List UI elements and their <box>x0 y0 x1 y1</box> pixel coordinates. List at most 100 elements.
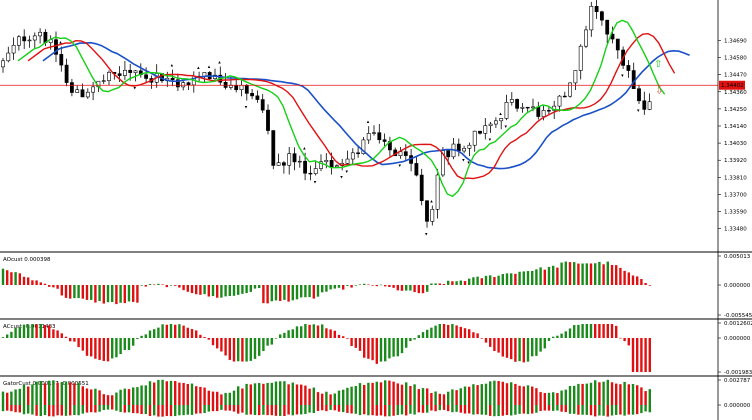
gator-bar-lower <box>568 405 572 414</box>
histogram-bar <box>136 338 139 340</box>
histogram-bar <box>81 285 84 299</box>
gator-bar-lower <box>497 405 500 417</box>
histogram-bar <box>493 338 496 351</box>
histogram-bar <box>333 285 336 289</box>
ao-panel[interactable]: AOcust 0.000398 <box>1 257 651 305</box>
ac-panel[interactable]: ACcust -0.0011483 <box>1 324 651 372</box>
gator-bar-upper <box>400 384 404 405</box>
gator-bar-upper <box>190 383 194 405</box>
gator-bar-upper <box>14 389 17 405</box>
gator-bar-upper <box>379 382 383 405</box>
gator-bar-lower <box>396 405 399 415</box>
price-panel[interactable]: ▴▾▴ ▴ ▴▴▾▴▾▾▾▴▾▾▴▾ ▾▾▴▾▾▾⇧⇩ <box>0 0 718 238</box>
fractal-marker: ▴ <box>499 111 502 117</box>
histogram-bar <box>1 337 5 338</box>
histogram-bar <box>606 324 609 338</box>
fractal-marker: ▾ <box>621 73 624 79</box>
gator-bar-lower <box>392 405 395 416</box>
histogram-bar <box>274 285 278 301</box>
histogram-bar <box>497 338 500 353</box>
gator-bar-upper <box>140 385 143 405</box>
gator-bar-lower <box>442 405 446 410</box>
histogram-bar <box>283 285 286 300</box>
histogram-bar <box>379 284 383 286</box>
histogram-bar <box>178 324 181 338</box>
candle-bull <box>499 118 504 122</box>
candle-bear <box>329 160 334 168</box>
histogram-bar <box>648 338 651 372</box>
gator-bar-lower <box>615 405 618 415</box>
gator-bar-upper <box>451 389 454 405</box>
gator-bar-lower <box>556 405 559 411</box>
gator-bar-lower <box>623 405 626 416</box>
gator-bar-upper <box>333 393 336 405</box>
histogram-bar <box>144 334 147 338</box>
gator-bar-lower <box>18 405 21 413</box>
histogram-bar <box>169 285 173 286</box>
gator-bar-lower <box>610 405 614 416</box>
candle-bull <box>462 147 467 152</box>
histogram-bar <box>228 285 231 296</box>
gator-bar-lower <box>640 405 643 414</box>
candle-bear <box>54 39 58 55</box>
sub-tick-label: 0.002787 <box>724 378 751 384</box>
histogram-bar <box>514 338 517 362</box>
histogram-bar <box>316 285 320 297</box>
histogram-bar <box>157 283 160 285</box>
gator-bar-lower <box>409 405 412 414</box>
gator-bar-upper <box>161 379 164 405</box>
gator-bar-upper <box>325 391 328 405</box>
gator-bar-lower <box>69 405 72 416</box>
gator-bar-lower <box>220 405 223 410</box>
gator-bar-lower <box>77 405 80 416</box>
gator-bar-upper <box>127 389 131 405</box>
gator-bar-lower <box>56 405 59 416</box>
histogram-bar <box>375 338 378 364</box>
histogram-bar <box>568 262 572 285</box>
histogram-bar <box>447 280 450 285</box>
histogram-bar <box>598 324 601 338</box>
histogram-bar <box>522 338 525 363</box>
histogram-bar <box>165 285 168 288</box>
histogram-bar <box>610 264 614 285</box>
candle-bear <box>615 38 620 51</box>
histogram-bar <box>442 284 446 285</box>
histogram-bar <box>526 271 530 285</box>
gator-bar-lower <box>136 405 139 414</box>
histogram-bar <box>178 285 181 288</box>
histogram-bar <box>102 285 105 304</box>
histogram-bar <box>346 338 349 339</box>
gator-bar-lower <box>547 405 551 411</box>
candle-bear <box>117 73 122 76</box>
gator-panel[interactable]: GatorCust 0.000157 -0.000551 <box>1 379 651 417</box>
histogram-bar <box>304 285 307 298</box>
gator-bar-lower <box>375 405 378 416</box>
gator-bar-lower <box>484 405 488 415</box>
histogram-bar <box>237 338 240 362</box>
gator-bar-lower <box>64 405 68 416</box>
histogram-bar <box>426 285 429 292</box>
candle-bull <box>11 44 16 54</box>
gator-bar-upper <box>375 381 378 405</box>
histogram-bar <box>631 338 635 372</box>
fractal-marker: ▾ <box>462 157 465 163</box>
histogram-bar <box>199 334 202 338</box>
gator-bar-upper <box>207 390 210 405</box>
candle-bear <box>594 6 599 13</box>
candle-bull <box>504 102 509 119</box>
gator-bar-lower <box>552 405 555 411</box>
histogram-bar <box>413 338 416 340</box>
gator-bar-lower <box>232 405 236 412</box>
histogram-bar <box>94 285 97 303</box>
gator-bar-upper <box>148 381 152 405</box>
candle-bull <box>16 36 21 46</box>
histogram-bar <box>85 285 89 300</box>
gator-bar-upper <box>526 385 530 405</box>
histogram-bar <box>52 285 55 288</box>
gator-bar-upper <box>199 386 202 405</box>
gator-bar-upper <box>115 392 118 405</box>
candle-bull <box>324 160 329 163</box>
histogram-bar <box>148 284 152 285</box>
histogram-bar <box>274 338 278 339</box>
